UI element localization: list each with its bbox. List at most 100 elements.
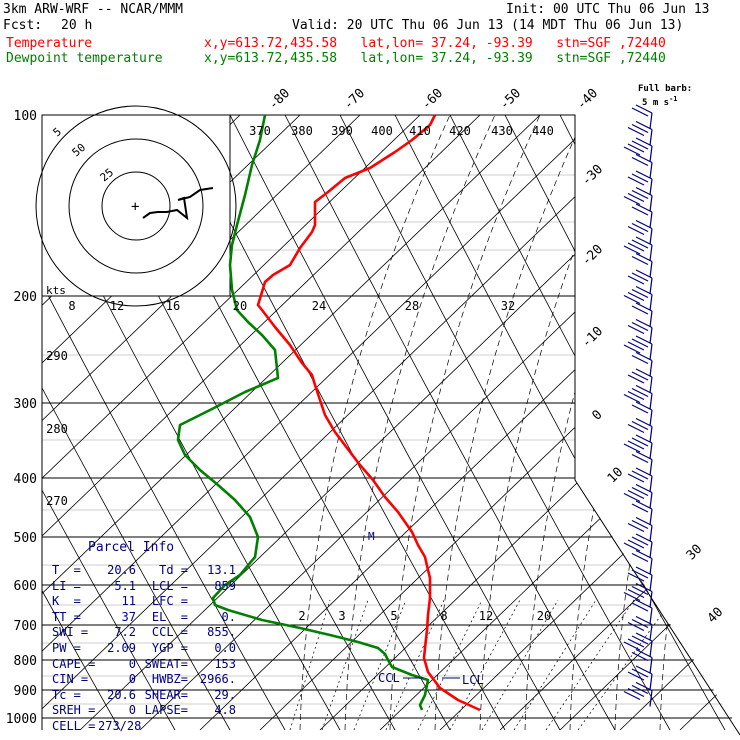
parcel-info-row: T = 20.6 Td = 13.1 xyxy=(52,563,236,579)
wind-barb xyxy=(627,269,653,295)
pressure-label: 500 xyxy=(14,531,37,546)
isotherm-label: -20 xyxy=(579,242,606,269)
parcel-info-value: 37 xyxy=(121,609,136,624)
chart-frame xyxy=(41,114,740,736)
mixing-ratio-line xyxy=(577,599,673,730)
wind-barb xyxy=(627,516,653,542)
wind-barb xyxy=(623,582,653,608)
wind-barb xyxy=(623,335,653,361)
parcel-info-value: 0 xyxy=(128,703,136,718)
parcel-info-value: 0 xyxy=(128,656,136,671)
parcel-info-value: 7.2 xyxy=(114,625,136,640)
parcel-info-key: YGP = xyxy=(151,640,188,655)
parcel-info-key: SWEAT= xyxy=(144,656,188,671)
wind-barb xyxy=(631,351,653,377)
isotherm-label: -10 xyxy=(579,324,606,351)
dry-adiabat xyxy=(449,115,740,730)
mixing-ratio-label: 8 xyxy=(440,609,447,623)
pressure-label: 900 xyxy=(14,684,37,699)
parcel-info-value: 859 xyxy=(214,578,236,593)
theta-label: 410 xyxy=(409,124,431,138)
pressure-label: 700 xyxy=(14,619,37,634)
mixing-ratio-line xyxy=(481,599,559,730)
wind-barb xyxy=(627,368,653,394)
isotherm-line xyxy=(42,115,421,730)
temp-axis-label: 28 xyxy=(405,299,419,313)
isotherm-label: -70 xyxy=(341,86,368,113)
isotherm-line xyxy=(42,115,601,730)
isotherm-line xyxy=(619,115,740,730)
isotherm-line xyxy=(42,115,481,730)
parcel-info-value xyxy=(188,594,236,610)
parcel-info-key: Tc = xyxy=(52,687,81,702)
model-title: 3km ARW-WRF -- NCAR/MMM xyxy=(3,2,184,17)
mixing-ratio-label: 5 xyxy=(390,609,397,623)
dry-adiabat xyxy=(42,115,176,730)
dry-adiabat xyxy=(339,115,671,730)
wind-barb xyxy=(627,417,653,443)
parcel-info-row: PW = 2.09 YGP = 0.0 xyxy=(52,641,236,657)
pressure-label: 600 xyxy=(14,579,37,594)
moist-adiabat xyxy=(434,115,586,730)
parcel-info-value: 29. xyxy=(214,687,236,702)
parcel-info-key: SHEAR= xyxy=(144,687,188,702)
parcel-info-value: 20.6 xyxy=(107,563,136,577)
temp-axis-label: 8 xyxy=(68,299,75,313)
parcel-info-value: 2.09 xyxy=(107,640,136,655)
temp-axis-label: 24 xyxy=(312,299,326,313)
temp-axis-label: 32 xyxy=(501,299,515,313)
parcel-info-row: K = 11 LFC = xyxy=(52,594,236,610)
dewpoint-location: x,y=613.72,435.58 lat,lon= 37.24, -93.39… xyxy=(204,51,666,66)
theta-label: 270 xyxy=(46,494,68,508)
temperature-line xyxy=(256,114,481,712)
wind-barb xyxy=(631,450,653,476)
wind-barb xyxy=(631,153,653,179)
dewpoint-line xyxy=(176,114,430,711)
isotherm-label: -40 xyxy=(574,86,601,113)
hodograph-trace xyxy=(142,187,214,221)
parcel-info-title: Parcel Info xyxy=(88,540,175,555)
parcel-info-key: PW = xyxy=(52,640,81,655)
wind-barb xyxy=(627,318,653,344)
isotherm-line xyxy=(679,115,740,730)
parcel-info-key: K = xyxy=(52,594,81,609)
mixing-ratio-line xyxy=(289,599,331,730)
parcel-info-value: 4.8 xyxy=(214,703,236,718)
parcel-info-value: 5.1 xyxy=(114,578,136,593)
parcel-info-value: 13.1 xyxy=(207,563,236,577)
wind-barb xyxy=(623,236,653,262)
parcel-info-key: CCL = xyxy=(151,625,188,640)
theta-label: 430 xyxy=(491,124,513,138)
wind-barb xyxy=(623,483,653,509)
wind-barb xyxy=(623,434,653,460)
moist-adiabat xyxy=(389,115,541,730)
theta-label: 440 xyxy=(532,124,554,138)
isotherm-label: 0 xyxy=(589,407,605,423)
pressure-label: 400 xyxy=(14,472,37,487)
parcel-info-key xyxy=(136,719,188,735)
forecast-value: 20 h xyxy=(61,18,93,33)
wind-barb xyxy=(627,219,653,245)
wind-barb xyxy=(627,170,653,196)
lcl-label: LCL xyxy=(462,673,484,687)
parcel-info-key: LFC = xyxy=(151,594,188,609)
isotherm-line xyxy=(439,115,740,730)
parcel-info-key: EL = xyxy=(151,609,188,624)
parcel-info-key: LAPSE= xyxy=(144,703,188,718)
wind-barb xyxy=(627,615,653,641)
mixing-ratio-line xyxy=(513,599,597,730)
parcel-info-key: SREH = xyxy=(52,703,96,718)
init-time: Init: 00 UTC Thu 06 Jun 13 xyxy=(506,2,710,17)
dry-adiabat xyxy=(394,115,726,730)
wind-barb xyxy=(623,384,653,410)
level-marker: M xyxy=(368,530,375,543)
wind-barb xyxy=(631,648,653,674)
hodograph-box xyxy=(41,114,231,297)
isotherm-label: -30 xyxy=(579,162,606,189)
moist-adiabat xyxy=(479,115,631,730)
parcel-info-row: TT = 37 EL = 0. xyxy=(52,610,236,626)
parcel-info-row: SREH = 0 LAPSE= 4.8 xyxy=(52,703,236,719)
moist-adiabat xyxy=(299,115,451,730)
isotherm-line xyxy=(42,115,661,730)
